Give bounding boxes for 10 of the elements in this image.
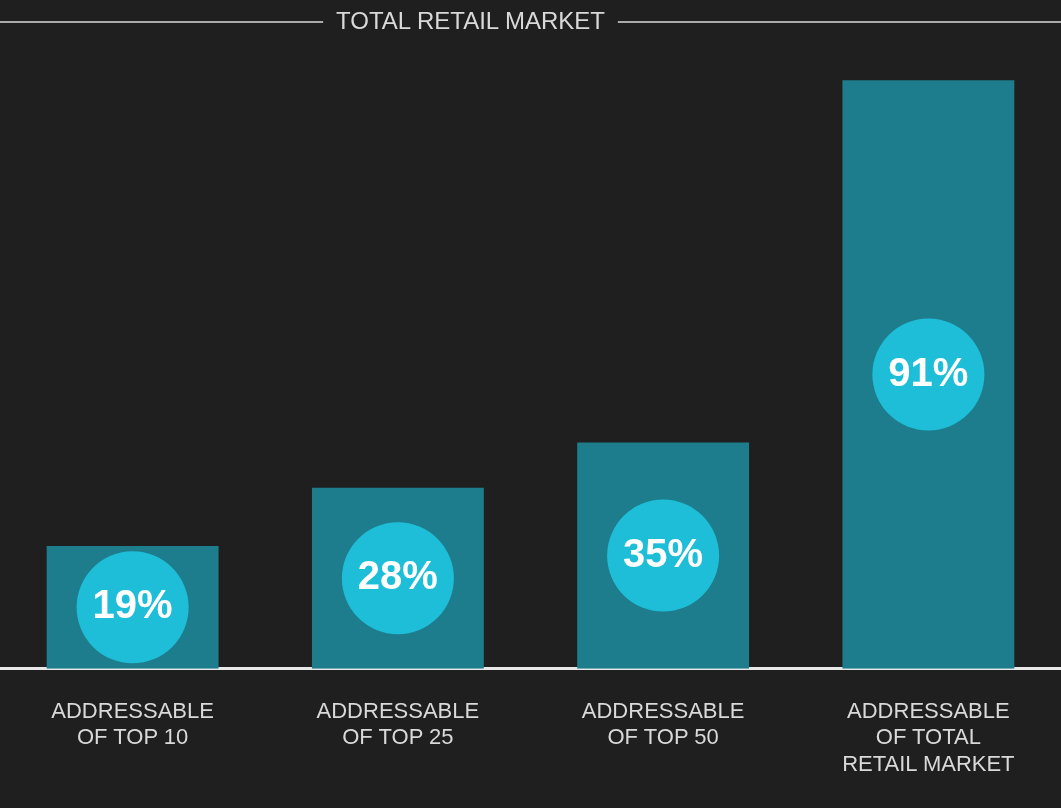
x-tick-label: ADDRESSABLE OF TOTAL RETAIL MARKET [842,698,1015,776]
x-tick-label: ADDRESSABLE OF TOP 50 [581,698,745,750]
data-label: 28% [357,553,438,598]
data-label: 19% [92,582,173,627]
bar [842,80,1015,669]
x-tick-label: ADDRESSABLE OF TOP 10 [51,698,214,750]
data-label: 35% [623,530,704,575]
text: TOTAL RETAIL MARKET [336,6,606,34]
data-label: 91% [888,349,969,394]
x-tick-label: ADDRESSABLE OF TOP 25 [316,698,480,750]
